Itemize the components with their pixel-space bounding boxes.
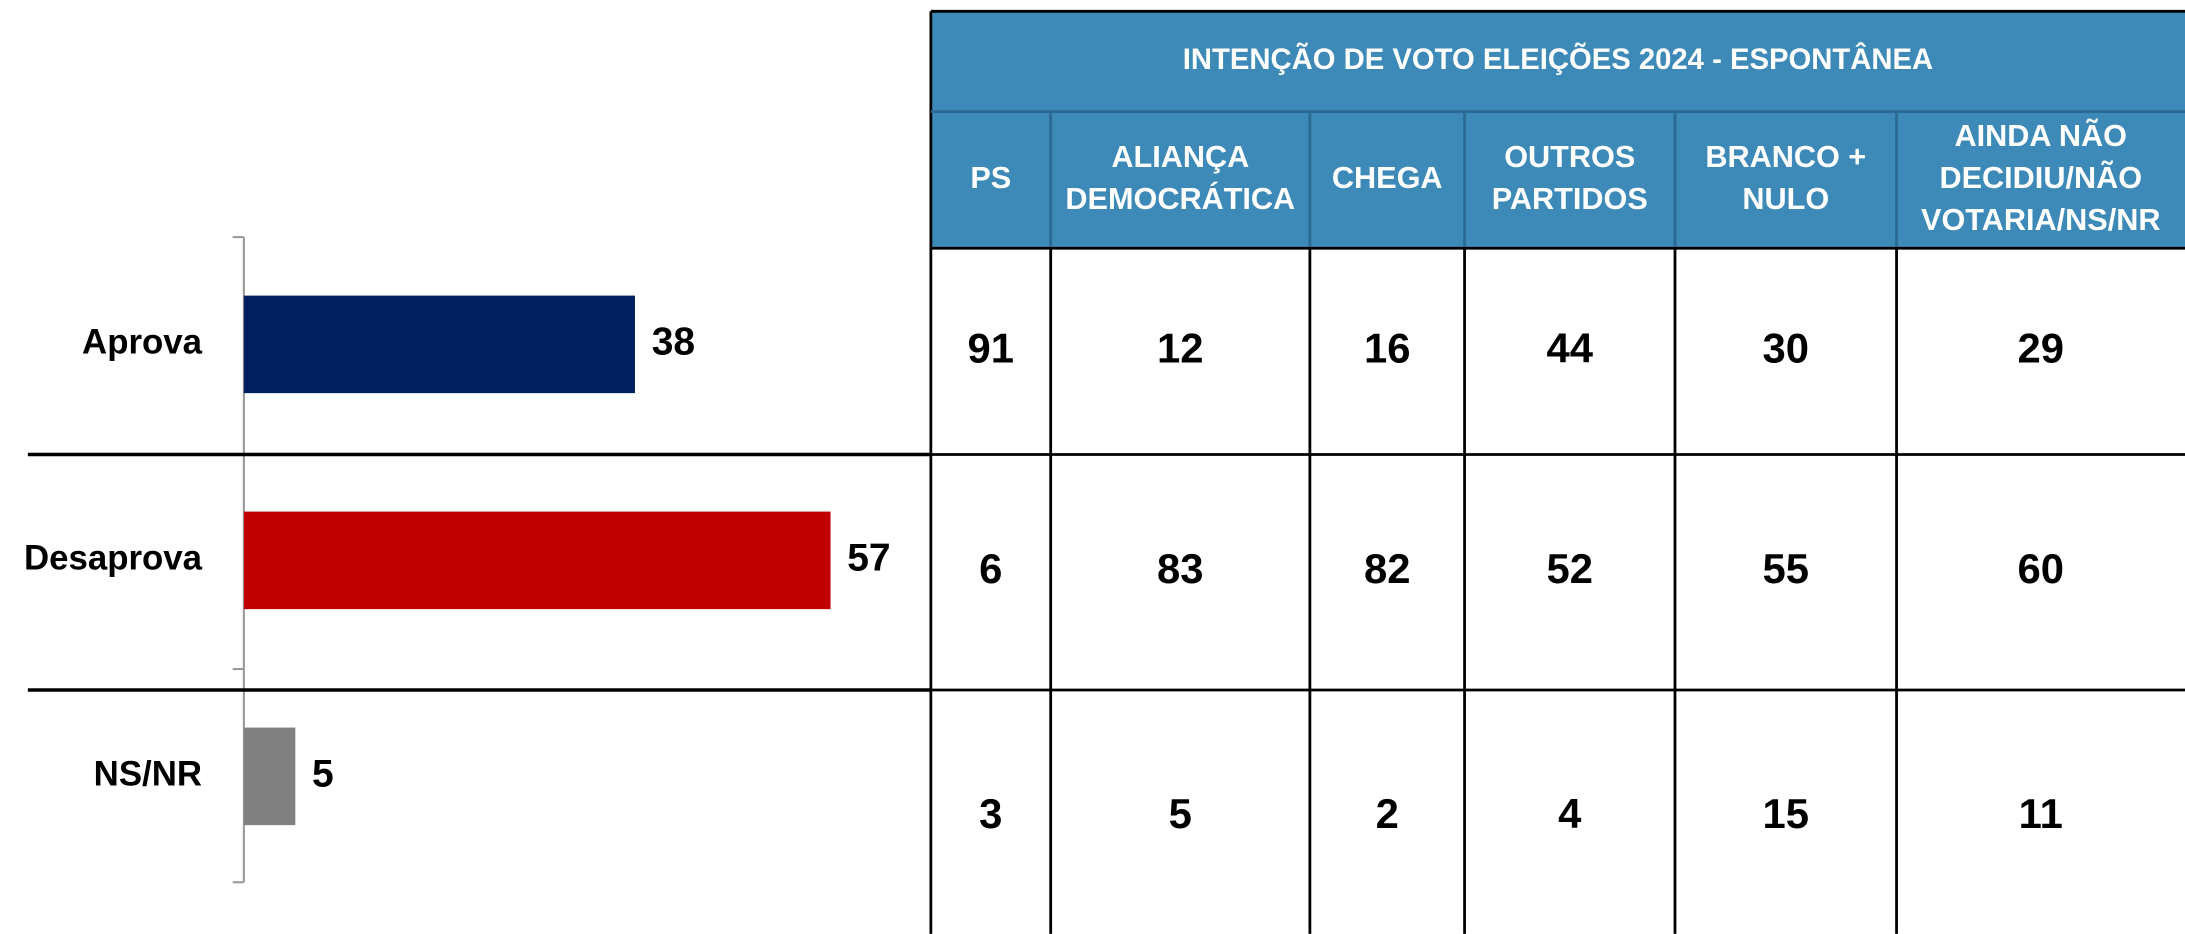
cell-value: 2	[1376, 790, 1399, 837]
cell-value: 82	[1364, 545, 1411, 592]
cell-value: 15	[1763, 790, 1810, 837]
column-header: DEMOCRÁTICA	[1065, 181, 1295, 216]
category-label: Aprova	[82, 323, 203, 362]
bar	[243, 295, 635, 394]
cell-value: 12	[1157, 324, 1203, 371]
bar	[243, 511, 831, 610]
column-header: DECIDIU/NÃO	[1939, 160, 2142, 195]
category-label: Desaprova	[24, 539, 203, 578]
cell-value: 91	[968, 324, 1015, 371]
column-header: PARTIDOS	[1492, 182, 1648, 216]
column-header: CHEGA	[1332, 161, 1443, 195]
cell-value: 16	[1364, 324, 1411, 371]
cell-value: 3	[979, 790, 1002, 837]
cell-value: 60	[2018, 545, 2065, 592]
cell-value: 29	[2018, 324, 2065, 371]
category-label: NS/NR	[94, 755, 202, 794]
cell-value: 6	[979, 545, 1002, 592]
cell-value: 52	[1547, 545, 1594, 592]
bar	[243, 727, 296, 826]
value-label: 38	[652, 321, 695, 364]
cell-value: 55	[1763, 545, 1810, 592]
table-title: INTENÇÃO DE VOTO ELEIÇÕES 2024 - ESPONTÂ…	[1183, 42, 1933, 76]
column-header: VOTARIA/NS/NR	[1921, 203, 2160, 237]
value-label: 57	[847, 537, 890, 580]
cell-value: 5	[1169, 790, 1192, 837]
cell-value: 30	[1763, 324, 1810, 371]
column-header: PS	[970, 161, 1011, 195]
column-header: ALIANÇA	[1111, 140, 1249, 174]
cell-value: 11	[2019, 790, 2063, 837]
cell-value: 83	[1157, 545, 1203, 592]
column-header: OUTROS	[1504, 140, 1635, 174]
column-header: BRANCO +	[1705, 140, 1866, 174]
column-header: NULO	[1742, 182, 1829, 216]
column-header: AINDA NÃO	[1955, 118, 2128, 153]
cell-value: 44	[1547, 324, 1594, 371]
value-label: 5	[312, 753, 334, 796]
cell-value: 4	[1558, 790, 1582, 837]
table-header-bg	[930, 11, 2185, 249]
